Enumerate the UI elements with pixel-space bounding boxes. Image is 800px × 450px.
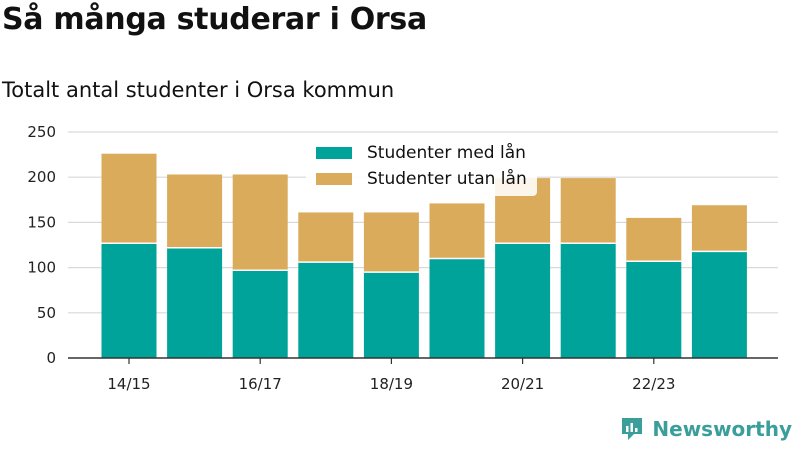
bar-without-loan: [560, 178, 616, 244]
y-tick-label: 200: [27, 168, 56, 186]
bar-with-loan: [363, 272, 419, 358]
y-tick-label: 150: [27, 213, 56, 231]
bar-with-loan: [560, 243, 616, 358]
x-tick-label: 20/21: [501, 375, 544, 393]
legend-swatch-with-loan: [316, 147, 352, 159]
legend-label-without-loan: Studenter utan lån: [367, 169, 527, 189]
bar-without-loan: [232, 174, 288, 271]
brand-name: Newsworthy: [652, 417, 792, 441]
y-tick-label: 50: [37, 304, 56, 322]
bar-with-loan: [167, 247, 223, 358]
legend-item-with-loan[interactable]: Studenter med lån: [316, 140, 527, 166]
bar-without-loan: [298, 212, 354, 263]
bar-with-loan: [429, 258, 485, 358]
bar-with-loan: [691, 251, 747, 358]
x-tick-label: 14/15: [107, 375, 150, 393]
bar-without-loan: [363, 212, 419, 273]
chart-subtitle: Totalt antal studenter i Orsa kommun: [2, 78, 395, 102]
bar-without-loan: [626, 217, 682, 262]
bar-with-loan: [101, 243, 157, 358]
bar-with-loan: [232, 270, 288, 358]
x-tick-label: 22/23: [632, 375, 675, 393]
x-tick-label: 18/19: [370, 375, 413, 393]
x-tick-label: 16/17: [239, 375, 282, 393]
bar-without-loan: [429, 203, 485, 259]
y-tick-label: 100: [27, 259, 56, 277]
chart-title: Så många studerar i Orsa: [2, 2, 427, 37]
legend-label-with-loan: Studenter med lån: [367, 143, 526, 163]
bar-without-loan: [167, 174, 223, 248]
brand-logo[interactable]: Newsworthy: [620, 416, 792, 442]
bar-with-loan: [626, 261, 682, 358]
legend-swatch-without-loan: [316, 173, 352, 185]
newsworthy-logo-icon: [620, 416, 644, 442]
legend-item-without-loan[interactable]: Studenter utan lån: [316, 166, 527, 192]
bar-with-loan: [298, 262, 354, 358]
y-tick-label: 250: [27, 123, 56, 141]
bar-without-loan: [101, 153, 157, 244]
y-tick-label: 0: [46, 349, 56, 367]
legend: Studenter med lån Studenter utan lån: [306, 136, 537, 196]
bar-with-loan: [495, 243, 551, 358]
bar-without-loan: [691, 205, 747, 252]
